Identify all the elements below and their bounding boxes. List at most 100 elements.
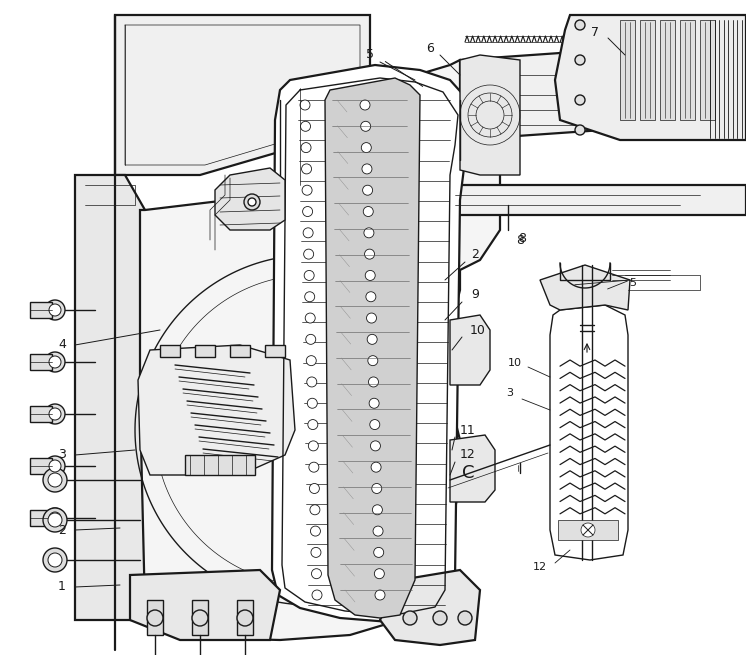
Text: 12: 12 [460,449,476,462]
Polygon shape [460,40,746,140]
Bar [30,354,52,370]
Polygon shape [510,295,720,645]
Circle shape [43,548,67,572]
Circle shape [49,304,61,316]
Circle shape [192,610,208,626]
Polygon shape [138,345,295,475]
Text: 9: 9 [471,288,479,301]
Polygon shape [550,305,628,560]
Circle shape [371,441,380,451]
Polygon shape [75,175,145,620]
Circle shape [363,206,373,217]
Circle shape [366,271,375,280]
Bar [185,455,255,475]
Circle shape [45,404,65,424]
Circle shape [370,420,380,430]
Circle shape [300,100,310,110]
Circle shape [49,460,61,472]
Circle shape [362,164,372,174]
Bar [192,600,208,635]
Polygon shape [272,65,468,622]
Text: 4: 4 [58,339,66,352]
Circle shape [361,143,372,153]
Circle shape [147,610,163,626]
Circle shape [433,611,447,625]
Circle shape [304,249,313,259]
Text: 2: 2 [58,523,66,536]
Circle shape [48,553,62,567]
Circle shape [369,398,379,408]
Circle shape [248,198,256,206]
Text: 8: 8 [518,231,526,244]
Circle shape [311,548,321,557]
Circle shape [304,271,314,280]
Polygon shape [540,265,630,310]
Circle shape [307,377,317,387]
Circle shape [302,185,312,195]
Bar [265,345,285,357]
Circle shape [303,228,313,238]
Polygon shape [450,315,490,385]
Polygon shape [555,15,746,140]
Circle shape [310,483,319,493]
Bar [680,20,695,120]
Text: 8: 8 [516,233,524,246]
Circle shape [372,483,382,493]
Circle shape [365,249,374,259]
Bar [30,302,52,318]
Text: 2: 2 [471,248,479,261]
Bar [30,510,52,526]
Circle shape [43,508,67,532]
Circle shape [367,334,377,345]
Bar [230,345,250,357]
Circle shape [48,473,62,487]
Bar [640,20,655,120]
Text: 6: 6 [426,41,434,54]
Text: 11: 11 [460,424,476,436]
Text: 5: 5 [366,48,374,62]
Circle shape [45,456,65,476]
Polygon shape [325,78,420,618]
Circle shape [360,121,371,131]
Text: 7: 7 [591,26,599,39]
Text: 3: 3 [58,449,66,462]
Circle shape [307,398,317,408]
Circle shape [374,548,383,557]
Circle shape [360,100,370,110]
Polygon shape [558,520,618,540]
Circle shape [304,291,315,302]
Circle shape [244,194,260,210]
Polygon shape [455,185,746,215]
Circle shape [301,121,310,131]
Circle shape [45,352,65,372]
Text: 12: 12 [533,562,547,572]
Circle shape [366,313,377,323]
Circle shape [310,505,320,515]
Polygon shape [115,15,370,175]
Circle shape [375,590,385,600]
Polygon shape [450,435,495,502]
Circle shape [305,313,316,323]
Circle shape [581,523,595,537]
Circle shape [366,291,376,302]
Circle shape [308,441,319,451]
Bar [147,600,163,635]
Circle shape [303,206,313,217]
Circle shape [373,526,383,536]
Circle shape [312,569,322,579]
Circle shape [371,462,381,472]
Circle shape [49,356,61,368]
Text: 1: 1 [58,580,66,593]
Polygon shape [140,60,500,640]
Circle shape [364,228,374,238]
Circle shape [49,512,61,524]
Bar [30,458,52,474]
Bar [30,406,52,422]
Circle shape [368,356,377,365]
Circle shape [575,20,585,30]
Circle shape [369,377,378,387]
Circle shape [307,356,316,365]
Polygon shape [460,55,520,175]
Circle shape [372,505,383,515]
Circle shape [237,610,253,626]
